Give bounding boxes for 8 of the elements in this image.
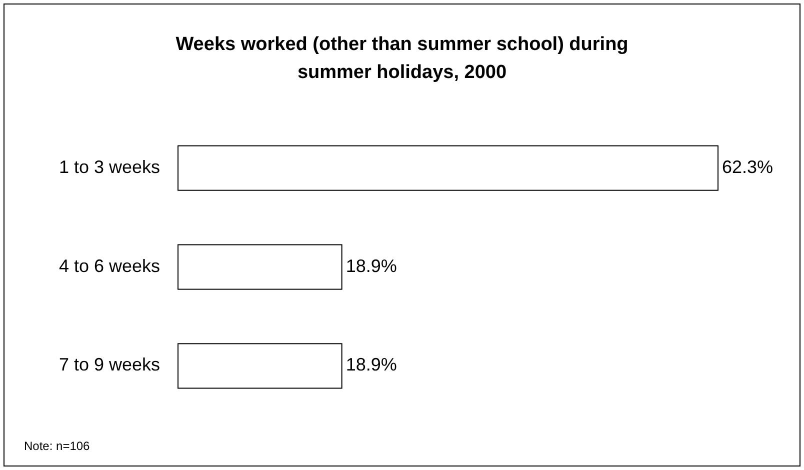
data-label: 62.3% — [722, 156, 774, 177]
text: Note: n=106 — [24, 439, 90, 453]
y-tick-label: 4 to 6 weeks — [58, 256, 160, 276]
data-label: 18.9% — [346, 354, 397, 375]
data-label: 18.9% — [346, 256, 397, 276]
chart-title: Weeks worked (other than summer school) during summer holidays, 2000 — [176, 34, 628, 83]
y-tick-label: 7 to 9 weeks — [58, 354, 160, 375]
y-tick-label: 1 to 3 weeks — [58, 156, 160, 177]
